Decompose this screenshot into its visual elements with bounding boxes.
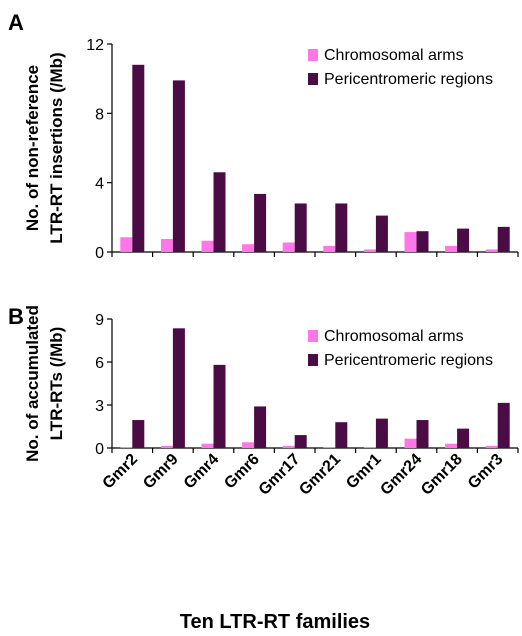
- bar-pericentromeric-gmr24: [416, 231, 429, 252]
- bar-pericentromeric-gmr1: [375, 418, 388, 448]
- bar-chromosomal-arms-gmr24: [404, 438, 417, 448]
- bar-chromosomal-arms-gmr9: [160, 445, 173, 448]
- bar-chromosomal-arms-gmr17: [282, 242, 295, 252]
- panel-label-A: A: [8, 10, 24, 35]
- y-tick-label: 9: [95, 312, 104, 329]
- x-tick-label-gmr24: Gmr24: [377, 451, 425, 499]
- bar-chromosomal-arms-gmr18: [445, 245, 458, 252]
- bar-pericentromeric-gmr4: [213, 172, 226, 252]
- legend-swatch-chromosomal-arms: [308, 330, 318, 342]
- bar-pericentromeric-gmr21: [335, 422, 348, 448]
- bar-pericentromeric-gmr4: [213, 364, 226, 448]
- x-tick-label-gmr3: Gmr3: [465, 451, 507, 493]
- bar-pericentromeric-gmr17: [294, 435, 307, 448]
- bar-pericentromeric-gmr3: [497, 402, 510, 448]
- x-axis-title: Ten LTR-RT families: [180, 611, 370, 633]
- bar-pericentromeric-gmr24: [416, 420, 429, 448]
- y-axis-title-line2: LTR-RT insertions (/Mb): [47, 52, 66, 243]
- bar-pericentromeric-gmr2: [132, 420, 145, 448]
- x-tick-label-gmr4: Gmr4: [181, 451, 223, 493]
- y-tick-label: 0: [95, 245, 104, 262]
- x-tick-label-gmr17: Gmr17: [256, 451, 304, 499]
- bar-chromosomal-arms-gmr3: [485, 445, 498, 448]
- y-tick-label: 12: [86, 37, 104, 54]
- bar-pericentromeric-gmr2: [132, 64, 145, 252]
- legend-label-pericentromeric: Pericentromeric regions: [324, 71, 493, 88]
- bar-pericentromeric-gmr21: [335, 203, 348, 252]
- bar-chromosomal-arms-gmr1: [363, 447, 376, 448]
- bar-chromosomal-arms-gmr9: [160, 239, 173, 252]
- bar-chromosomal-arms-gmr4: [201, 443, 214, 448]
- bar-pericentromeric-gmr18: [457, 428, 470, 448]
- y-axis-title-line2: LTR-RTs (/Mb): [47, 327, 66, 441]
- bar-chromosomal-arms-gmr2: [120, 447, 133, 448]
- bar-pericentromeric-gmr3: [497, 226, 510, 252]
- legend-swatch-pericentromeric: [308, 73, 318, 85]
- bar-chromosomal-arms-gmr21: [323, 447, 336, 448]
- y-tick-label: 4: [95, 176, 104, 193]
- bar-chromosomal-arms-gmr17: [282, 445, 295, 448]
- bar-pericentromeric-gmr1: [375, 215, 388, 252]
- bar-chromosomal-arms-gmr18: [445, 443, 458, 448]
- bar-chromosomal-arms-gmr2: [120, 237, 133, 252]
- panel-label-B: B: [8, 304, 24, 329]
- legend-swatch-chromosomal-arms: [308, 49, 318, 61]
- bar-pericentromeric-gmr6: [254, 406, 267, 448]
- bar-chromosomal-arms-gmr21: [323, 245, 336, 252]
- bar-chromosomal-arms-gmr4: [201, 240, 214, 252]
- legend-label-chromosomal-arms: Chromosomal arms: [324, 328, 464, 345]
- x-tick-label-gmr2: Gmr2: [100, 451, 142, 493]
- y-tick-label: 3: [95, 398, 104, 415]
- y-axis-title-line1: No. of accumulated: [23, 305, 42, 462]
- y-axis-title-line1: No. of non-reference: [23, 65, 42, 231]
- bar-chromosomal-arms-gmr3: [485, 249, 498, 252]
- legend-label-pericentromeric: Pericentromeric regions: [324, 352, 493, 369]
- bar-pericentromeric-gmr18: [457, 228, 470, 252]
- x-tick-label-gmr21: Gmr21: [296, 451, 344, 499]
- y-tick-label: 0: [95, 441, 104, 458]
- bar-chromosomal-arms-gmr6: [242, 442, 255, 448]
- y-tick-label: 8: [95, 106, 104, 123]
- y-tick-label: 6: [95, 355, 104, 372]
- bar-chromosomal-arms-gmr6: [242, 244, 255, 252]
- x-tick-label-gmr9: Gmr9: [140, 451, 182, 493]
- bar-pericentromeric-gmr9: [172, 328, 185, 448]
- legend-label-chromosomal-arms: Chromosomal arms: [324, 47, 464, 64]
- bar-pericentromeric-gmr6: [254, 193, 267, 252]
- bar-pericentromeric-gmr9: [172, 80, 185, 253]
- bar-pericentromeric-gmr17: [294, 203, 307, 252]
- bar-chromosomal-arms-gmr24: [404, 232, 417, 252]
- bar-chromosomal-arms-gmr1: [363, 249, 376, 252]
- x-tick-label-gmr18: Gmr18: [418, 451, 466, 499]
- legend-swatch-pericentromeric: [308, 354, 318, 366]
